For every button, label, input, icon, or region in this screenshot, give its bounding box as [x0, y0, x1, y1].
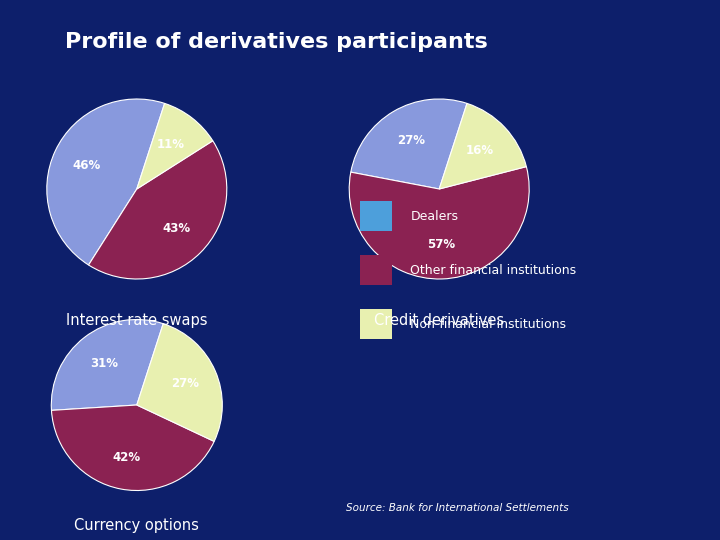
- Text: Non-financial institutions: Non-financial institutions: [410, 318, 567, 330]
- Text: 27%: 27%: [171, 377, 199, 390]
- Wedge shape: [349, 167, 529, 279]
- Text: Dealers: Dealers: [410, 210, 459, 222]
- Wedge shape: [51, 405, 214, 490]
- Text: 11%: 11%: [157, 138, 185, 151]
- Text: Other financial institutions: Other financial institutions: [410, 264, 577, 276]
- Text: 42%: 42%: [113, 450, 141, 463]
- Wedge shape: [47, 99, 165, 265]
- Text: Interest rate swaps: Interest rate swaps: [66, 313, 207, 328]
- Wedge shape: [137, 323, 222, 441]
- Text: 27%: 27%: [397, 134, 425, 147]
- Text: 57%: 57%: [427, 238, 455, 251]
- Wedge shape: [439, 103, 526, 189]
- Text: Source: Bank for International Settlements: Source: Bank for International Settlemen…: [346, 503, 568, 513]
- Wedge shape: [137, 103, 213, 189]
- Text: Currency options: Currency options: [74, 518, 199, 534]
- Wedge shape: [51, 320, 163, 410]
- Text: 31%: 31%: [90, 356, 118, 369]
- Wedge shape: [351, 99, 467, 189]
- Wedge shape: [89, 141, 227, 279]
- Text: Profile of derivatives participants: Profile of derivatives participants: [65, 32, 487, 52]
- Text: Credit derivatives: Credit derivatives: [374, 313, 504, 328]
- Text: 46%: 46%: [72, 159, 100, 172]
- Text: 16%: 16%: [466, 144, 494, 157]
- Text: 43%: 43%: [162, 222, 190, 235]
